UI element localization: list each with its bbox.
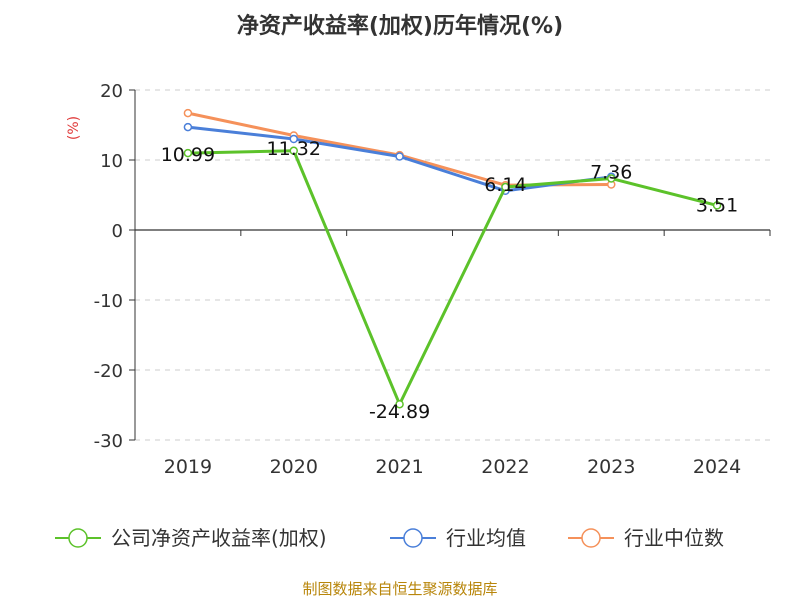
series-line-0 <box>187 149 718 406</box>
legend-label-2: 行业中位数 <box>624 526 724 550</box>
y-axis-label: (%) <box>66 116 82 140</box>
chart-title: 净资产收益率(加权)历年情况(%) <box>237 13 563 39</box>
y-tick-label-0: 0 <box>112 221 123 242</box>
x-tick-label-2021: 2021 <box>375 456 423 478</box>
x-tick-label-2024: 2024 <box>693 456 741 478</box>
x-tick-label-2019: 2019 <box>164 456 212 478</box>
series-0-point-5 <box>712 201 722 210</box>
series-1-point-0 <box>183 122 193 132</box>
series-0-point-4 <box>607 174 616 183</box>
legend-label-1: 行业均值 <box>446 526 526 550</box>
series-2-point-0 <box>183 108 193 118</box>
data-label-2024: 3.51 <box>696 194 738 216</box>
data-label-2023: 7.36 <box>590 161 632 183</box>
x-tick-label-2023: 2023 <box>587 456 635 478</box>
legend-label-0: 公司净资产收益率(加权) <box>111 526 327 550</box>
data-label-2020: 11.32 <box>267 138 321 160</box>
y-tick-label--10: -10 <box>94 291 123 312</box>
series-line-2 <box>187 111 612 187</box>
legend-marker-1 <box>403 528 423 548</box>
legend-marker-2 <box>581 528 601 548</box>
series-0-point-2 <box>395 399 404 409</box>
x-tick-label-2022: 2022 <box>481 456 529 478</box>
series-0-point-3 <box>501 182 510 192</box>
data-label-2021: -24.89 <box>369 401 430 423</box>
series-1-point-1 <box>289 134 298 144</box>
y-tick-label-10: 10 <box>100 151 123 172</box>
data-label-2019: 10.99 <box>161 144 215 166</box>
series-0-point-0 <box>183 148 193 158</box>
data-source-footer: 制图数据来自恒生聚源数据库 <box>302 580 498 598</box>
y-tick-label-20: 20 <box>100 81 123 102</box>
data-label-2022: 6.14 <box>484 174 526 196</box>
series-0-point-1 <box>289 146 298 156</box>
legend-marker-0 <box>68 528 88 548</box>
x-tick-label-2020: 2020 <box>270 456 318 478</box>
series-1-point-2 <box>395 152 404 161</box>
y-tick-label--20: -20 <box>94 361 123 382</box>
y-tick-label--30: -30 <box>94 431 123 452</box>
